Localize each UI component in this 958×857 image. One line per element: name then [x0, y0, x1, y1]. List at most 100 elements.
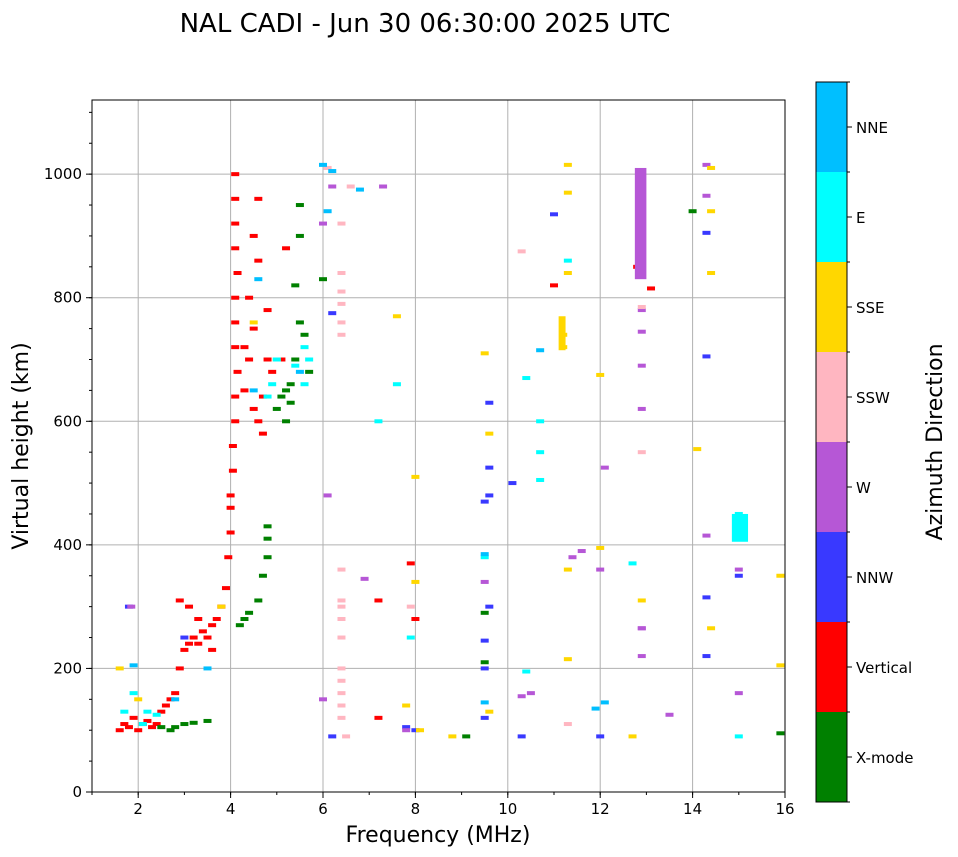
echo-point-ssw	[517, 249, 526, 254]
echo-point-x-mode	[295, 203, 304, 208]
echo-point-x-mode	[235, 623, 244, 628]
echo-point-nne	[295, 369, 304, 374]
echo-point-vertical	[228, 444, 237, 448]
colorbar-segment-nnw	[816, 532, 847, 622]
colorbar-tick-label: W	[856, 479, 871, 497]
echo-point-vertical	[249, 233, 258, 238]
echo-point-nnw	[480, 638, 489, 643]
echo-point-vertical	[189, 635, 198, 640]
echo-point-x-mode	[286, 400, 295, 405]
echo-point-nnw	[485, 465, 494, 470]
echo-point-sse	[693, 447, 702, 452]
echo-point-sse	[776, 663, 785, 668]
echo-point-ssw	[342, 734, 351, 739]
echo-point-nne	[480, 700, 489, 705]
echo-point-e	[734, 734, 743, 739]
echo-point-sse	[249, 320, 258, 325]
echo-point-nnw	[480, 666, 489, 671]
echo-point-x-mode	[203, 718, 212, 723]
echo-point-nne	[591, 706, 600, 711]
y-tick-label: 600	[53, 412, 82, 430]
echo-point-sse	[134, 697, 143, 702]
echo-point-vertical	[226, 505, 235, 510]
echo-point-x-mode	[240, 617, 249, 621]
echo-point-ssw	[337, 604, 346, 609]
echo-point-vertical	[254, 196, 263, 201]
echo-point-sse	[563, 190, 572, 195]
echo-point-vertical	[231, 221, 240, 226]
echo-point-vertical	[226, 493, 235, 498]
echo-point-w	[665, 712, 674, 717]
echo-point-w	[702, 193, 711, 198]
echo-point-sse	[707, 626, 716, 631]
echo-point-nnw	[485, 400, 494, 405]
echo-point-w	[127, 604, 136, 609]
echo-point-vertical	[171, 691, 180, 696]
echo-point-e	[129, 691, 138, 696]
echo-point-sse	[485, 709, 494, 714]
echo-point-e	[628, 561, 637, 566]
echo-point-vertical	[148, 725, 157, 730]
echo-point-x-mode	[688, 209, 697, 214]
echo-point-nne	[129, 663, 138, 668]
echo-point-nne	[203, 666, 212, 671]
echo-point-sse	[392, 314, 401, 319]
echo-point-w	[637, 308, 646, 313]
echo-point-ssw	[406, 604, 415, 609]
echo-point-vertical	[208, 623, 217, 628]
echo-point-x-mode	[254, 598, 263, 603]
echo-point-vertical	[208, 647, 217, 652]
echo-point-x-mode	[776, 731, 785, 736]
echo-point-vertical	[249, 326, 258, 331]
echo-point-ssw	[337, 221, 346, 226]
echo-point-sse	[563, 567, 572, 572]
echo-point-e	[300, 345, 309, 350]
echo-point-w	[637, 406, 646, 411]
echo-point-x-mode	[295, 320, 304, 325]
echo-point-x-mode	[157, 725, 166, 730]
echo-point-sse	[411, 579, 420, 584]
echo-point-x-mode	[286, 382, 295, 387]
x-axis-label: Frequency (MHz)	[346, 823, 531, 848]
echo-point-vertical	[254, 419, 263, 424]
echo-point-ssw	[337, 598, 346, 603]
echo-point-vertical	[124, 725, 133, 730]
echo-point-vertical	[374, 715, 383, 720]
echo-point-e	[536, 477, 545, 482]
echo-point-x-mode	[282, 419, 291, 424]
colorbar-segment-nne	[816, 82, 847, 172]
echo-point-sse	[485, 431, 494, 436]
echo-point-w	[568, 555, 577, 560]
echo-point-vertical	[231, 394, 240, 399]
echo-point-vertical	[228, 468, 237, 473]
x-tick-label: 6	[318, 800, 328, 818]
echo-point-e	[138, 722, 147, 727]
echo-point-w	[702, 162, 711, 167]
echo-point-sse	[707, 209, 716, 214]
echo-point-sse	[411, 474, 420, 479]
echo-point-x-mode	[319, 277, 327, 282]
echo-point-ssw	[346, 184, 355, 189]
echo-point-w	[328, 184, 337, 189]
echo-point-e	[392, 382, 401, 387]
y-tick-label: 800	[53, 289, 82, 307]
echo-point-nnw	[596, 734, 605, 739]
echo-point-vertical	[221, 586, 230, 591]
echo-point-e	[522, 376, 531, 381]
y-tick-label: 200	[53, 659, 82, 677]
echo-point-vertical	[647, 286, 656, 291]
echo-point-x-mode	[295, 233, 304, 238]
echo-point-nnw	[702, 354, 711, 359]
echo-point-x-mode	[480, 610, 489, 615]
echo-point-w	[637, 329, 646, 334]
colorbar-segment-ssw	[816, 352, 847, 442]
echo-point-sse	[637, 598, 646, 603]
echo-point-vertical	[240, 345, 249, 350]
echo-point-vertical	[185, 641, 194, 646]
echo-point-vertical	[203, 635, 212, 640]
echo-point-w	[734, 691, 743, 696]
echo-block-w	[634, 167, 647, 280]
echo-point-x-mode	[291, 283, 300, 288]
echo-point-x-mode	[258, 573, 267, 578]
echo-point-vertical	[231, 320, 240, 325]
